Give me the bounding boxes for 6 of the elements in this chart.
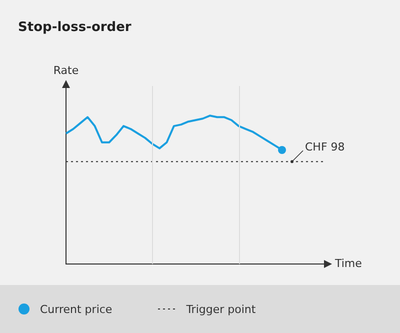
legend-label: Trigger point: [186, 302, 256, 316]
annotation: CHF 98: [305, 140, 345, 154]
y-axis-title: Rate: [53, 64, 79, 77]
legend-label: Current price: [40, 302, 112, 316]
x-axis-title: Time: [334, 256, 362, 270]
chart-title: Stop-loss-order: [18, 20, 132, 35]
